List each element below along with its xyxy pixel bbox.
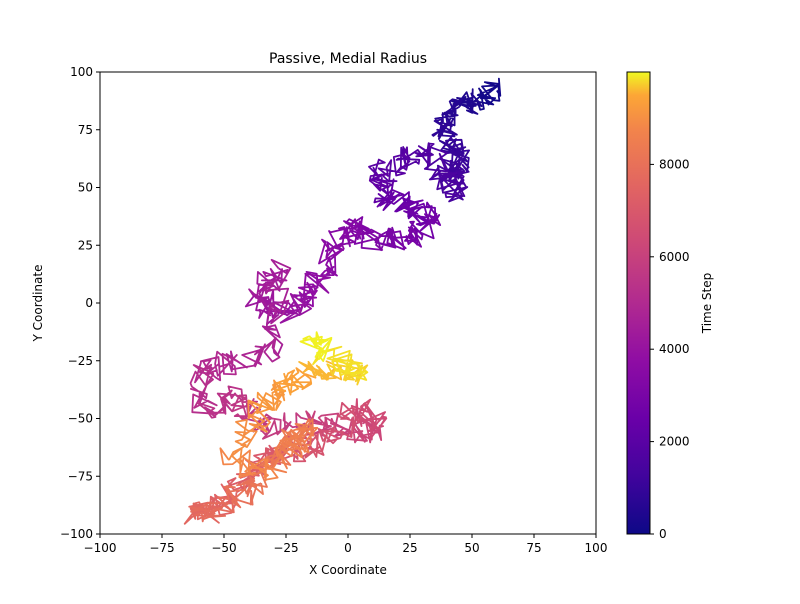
trajectory-segment [299,331,333,362]
trajectory-segment [291,272,331,308]
y-tick-label: 75 [78,123,93,137]
trajectory-segment [194,350,238,384]
plot-area [100,72,596,534]
trajectory-segment [439,136,470,173]
trajectory-segment [247,379,287,414]
colorbar-tick-label: 0 [659,527,667,541]
colorbar-axis: 0 2000 4000 6000 8000 [650,157,690,541]
trajectory-segment [305,238,345,285]
x-tick-label: 75 [526,541,541,555]
y-tick-label: −50 [68,412,93,426]
trajectory-segment [395,142,435,170]
y-tick-label: 50 [78,181,93,195]
y-tick-label: −75 [68,469,93,483]
trajectory-segment [399,199,439,227]
trajectory-segment [312,345,369,381]
x-tick-label: −75 [149,541,174,555]
trajectory-segment [196,385,244,419]
colorbar-tick-label: 2000 [659,435,690,449]
trajectory-segment [276,418,314,458]
trajectory-segment [345,216,384,251]
chart-title: Passive, Medial Radius [269,51,427,67]
trajectory-segment [374,226,422,252]
trajectory-segment [189,363,218,415]
x-axis-label: X Coordinate [309,563,387,577]
trajectory-segment [270,293,312,324]
colorbar-tick-label: 6000 [659,250,690,264]
y-tick-label: −100 [60,527,93,541]
y-axis-label: Y Coordinate [31,265,45,343]
trajectory-segment [223,476,262,509]
y-tick-label: −25 [68,354,93,368]
y-axis: −100 −75 −50 −25 0 25 50 75 100 [60,65,100,541]
trajectory-segment [350,398,388,440]
trajectory-segment [190,496,235,523]
x-tick-label: −100 [84,541,117,555]
trajectory-segment [317,398,372,445]
trajectory-segment [368,172,396,205]
trajectory-segment [423,146,466,199]
trajectory-segment [225,336,281,373]
x-tick-label: −25 [273,541,298,555]
trajectory-segment [228,400,271,465]
trajectory-segment [298,360,343,381]
trajectory-segment [275,363,317,396]
trajectory-segment [368,146,411,183]
x-axis: −100 −75 −50 −25 0 25 50 75 100 [84,534,608,555]
trajectory-segment [261,258,292,357]
trajectory-segment [436,164,469,203]
colorbar-tick-label: 4000 [659,342,690,356]
y-tick-label: 25 [78,238,93,252]
colorbar-tick-label: 8000 [659,157,690,171]
x-tick-label: 25 [402,541,417,555]
x-tick-label: 50 [464,541,479,555]
x-tick-label: −50 [211,541,236,555]
trajectory-segment [272,426,319,474]
trajectory-segment [219,447,279,482]
trajectory-segment [434,98,464,128]
trajectory-series [183,77,502,525]
colorbar [626,71,651,535]
trajectory-segment [473,77,502,111]
trajectory-segment [248,267,289,307]
x-tick-label: 0 [344,541,352,555]
colorbar-label: Time Step [700,273,714,335]
x-tick-label: 100 [585,541,608,555]
y-tick-label: 100 [70,65,93,79]
y-tick-label: 0 [85,296,93,310]
trajectory-segment [450,88,483,115]
